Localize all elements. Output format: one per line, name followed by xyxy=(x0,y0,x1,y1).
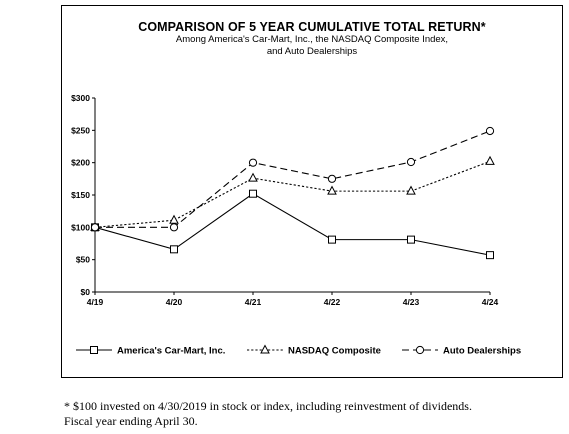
x-tick-label: 4/20 xyxy=(166,297,183,307)
legend-label-2: NASDAQ Composite xyxy=(288,346,381,357)
data-point-series-3 xyxy=(90,223,100,232)
legend-marker-1 xyxy=(90,346,98,354)
data-point-series-3 xyxy=(248,158,258,167)
x-tick-label: 4/19 xyxy=(87,297,104,307)
y-tick-label: $150 xyxy=(71,190,90,200)
chart-frame: COMPARISON OF 5 YEAR CUMULATIVE TOTAL RE… xyxy=(61,5,563,378)
chart-subtitle-line-1: Among America's Car-Mart, Inc., the NASD… xyxy=(175,34,449,45)
line-chart: $0 $50 $100 $150 $200 $250 $300 4/19 4/20 4/21 4/2… xyxy=(71,93,521,357)
y-tick-label: $0 xyxy=(81,287,91,297)
footnote-line-2: Fiscal year ending April 30. xyxy=(64,414,198,428)
legend-label-3: Auto Dealerships xyxy=(443,346,521,357)
data-point-series-1 xyxy=(407,235,415,244)
data-point-series-1 xyxy=(486,251,494,260)
data-point-series-1 xyxy=(170,245,178,254)
data-point-series-3 xyxy=(406,157,416,167)
series-line-3 xyxy=(95,130,491,228)
y-tick-label: $300 xyxy=(71,93,90,103)
data-point-series-2 xyxy=(169,214,179,224)
data-point-series-1 xyxy=(249,189,257,198)
y-tick-label: $50 xyxy=(76,255,90,265)
data-point-series-3 xyxy=(169,223,179,232)
legend-label-1: America's Car-Mart, Inc. xyxy=(117,346,225,357)
data-point-series-3 xyxy=(327,174,337,183)
footnote-line-1: * $100 invested on 4/30/2019 in stock or… xyxy=(64,399,472,413)
data-point-series-3 xyxy=(485,126,495,136)
x-tick-label: 4/23 xyxy=(403,297,420,307)
x-tick-label: 4/24 xyxy=(482,297,499,307)
data-point-series-2 xyxy=(248,172,258,182)
y-tick-label: $200 xyxy=(71,158,90,168)
data-point-series-2 xyxy=(327,185,337,195)
data-point-series-2 xyxy=(485,155,495,165)
y-tick-label: $100 xyxy=(71,222,90,232)
chart-title: COMPARISON OF 5 YEAR CUMULATIVE TOTAL RE… xyxy=(138,20,486,34)
data-point-series-1 xyxy=(328,235,336,244)
x-tick-label: 4/21 xyxy=(245,297,262,307)
y-tick-label: $250 xyxy=(71,125,90,135)
chart-subtitle-line-2: and Auto Dealerships xyxy=(266,46,358,57)
data-point-series-2 xyxy=(406,185,416,195)
x-tick-label: 4/22 xyxy=(324,297,341,307)
series-line-1 xyxy=(94,193,491,256)
series-line-2 xyxy=(94,160,491,228)
legend-marker-2 xyxy=(260,344,270,354)
legend-marker-3 xyxy=(415,345,425,355)
